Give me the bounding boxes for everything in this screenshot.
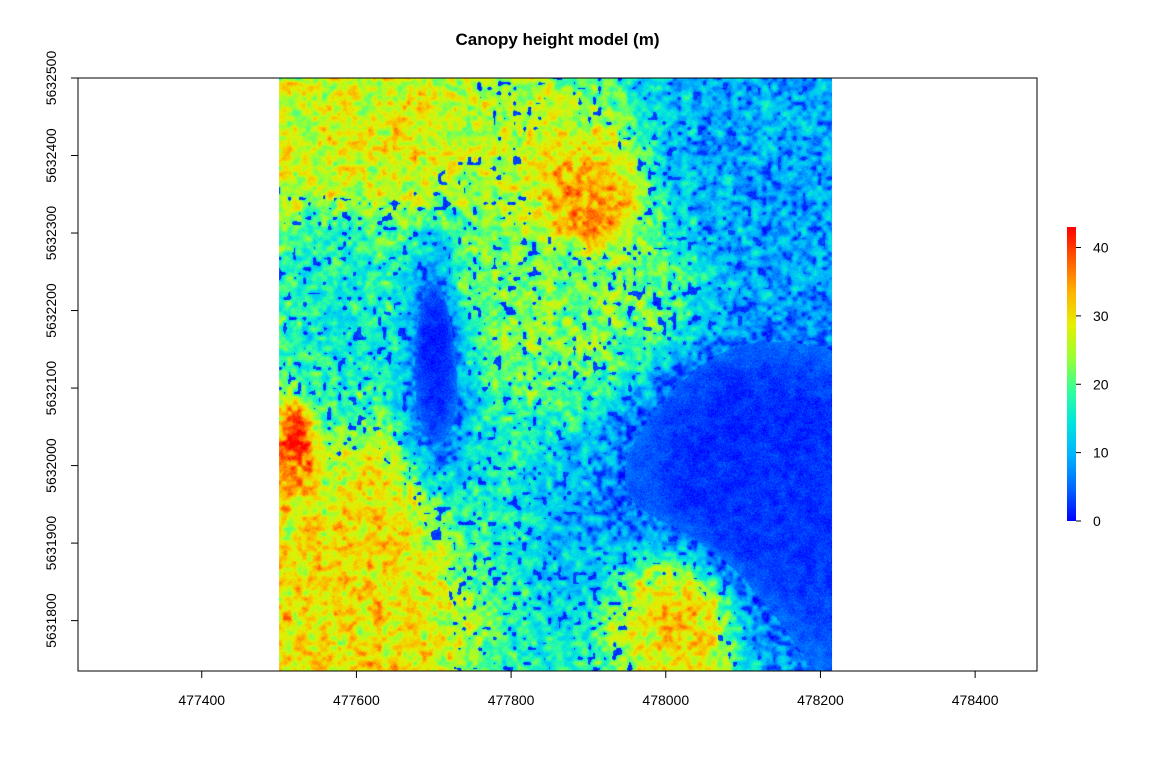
- y-tick-label: 5632200: [43, 283, 59, 338]
- canopy-raster: [279, 78, 833, 671]
- color-legend: 0 10 20 30 40: [1067, 227, 1109, 529]
- x-tick-label: 478000: [642, 692, 689, 708]
- chart-title: Canopy height model (m): [455, 30, 660, 49]
- legend-tick-label: 20: [1093, 376, 1109, 392]
- y-axis: 5631800 5631900 5632000 5632100 5632200 56323…: [43, 51, 79, 648]
- legend-color-bar: [1067, 227, 1076, 521]
- x-tick-label: 477800: [488, 692, 535, 708]
- x-tick-label: 478200: [797, 692, 844, 708]
- x-tick-label: 478400: [952, 692, 999, 708]
- y-tick-label: 5631900: [43, 516, 59, 571]
- legend-tick-label: 30: [1093, 308, 1109, 324]
- y-tick-label: 5632000: [43, 438, 59, 493]
- legend-tick-label: 10: [1093, 445, 1109, 461]
- y-tick-label: 5631800: [43, 593, 59, 648]
- legend-tick-label: 40: [1093, 240, 1109, 256]
- x-tick-label: 477600: [333, 692, 380, 708]
- x-tick-label: 477400: [178, 692, 225, 708]
- y-tick-label: 5632300: [43, 206, 59, 261]
- legend-tick-label: 0: [1093, 513, 1101, 529]
- y-tick-label: 5632500: [43, 51, 59, 106]
- x-axis: 477400 477600 477800 478000 478200 478400: [178, 670, 999, 708]
- y-tick-label: 5632100: [43, 361, 59, 416]
- y-tick-label: 5632400: [43, 128, 59, 183]
